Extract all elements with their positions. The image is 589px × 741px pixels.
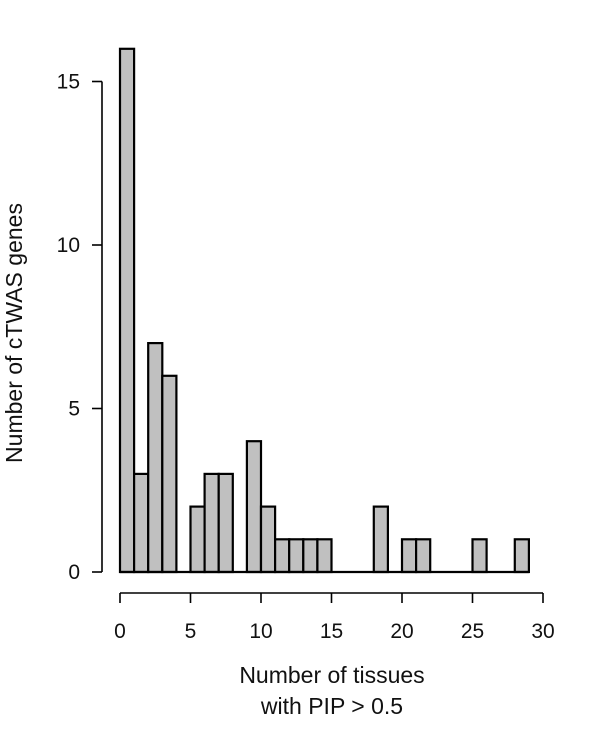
histogram-bar-20 [400, 538, 418, 574]
y-tick-label-5: 5 [68, 398, 80, 421]
histogram-bar-21 [415, 538, 432, 574]
x-axis-title-line-1: Number of tissues [239, 662, 424, 688]
x-tick-label-0: 0 [114, 620, 126, 643]
histogram-bar-5 [189, 505, 206, 574]
x-tick-label-25: 25 [461, 620, 484, 643]
y-tick-label-0: 0 [68, 561, 80, 584]
histogram-bar-10 [259, 505, 277, 574]
histogram-bar-2 [147, 342, 164, 574]
histogram-bar-12 [288, 538, 305, 574]
x-tick-label-20: 20 [390, 620, 413, 643]
histogram-bar-28 [513, 538, 530, 574]
bars-group [118, 47, 530, 574]
histogram-bar-1 [133, 472, 150, 574]
x-axis-title-line-2: with PIP > 0.5 [260, 693, 403, 719]
x-tick-label-10: 10 [249, 620, 272, 643]
x-tick-label-30: 30 [531, 620, 554, 643]
histogram-bar-11 [274, 538, 291, 574]
histogram-bar-9 [245, 440, 263, 574]
y-tick-label-15: 15 [57, 71, 80, 94]
histogram-bar-13 [302, 538, 319, 574]
histogram-bar-18 [372, 505, 389, 574]
histogram-bar-14 [316, 538, 333, 574]
histogram-bar-0 [118, 47, 136, 574]
x-tick-label-5: 5 [185, 620, 197, 643]
histogram-bar-7 [217, 472, 234, 574]
x-tick-label-15: 15 [320, 620, 343, 643]
histogram-bar-25 [471, 538, 488, 574]
y-tick-label-10: 10 [57, 234, 80, 257]
histogram-bar-6 [203, 472, 220, 574]
x-axis: 0 5 10 15 20 25 30 [114, 592, 555, 643]
y-axis-title: Number of cTWAS genes [1, 203, 27, 463]
y-axis: 0 5 10 15 [57, 71, 103, 584]
histogram-bar-3 [161, 374, 178, 574]
